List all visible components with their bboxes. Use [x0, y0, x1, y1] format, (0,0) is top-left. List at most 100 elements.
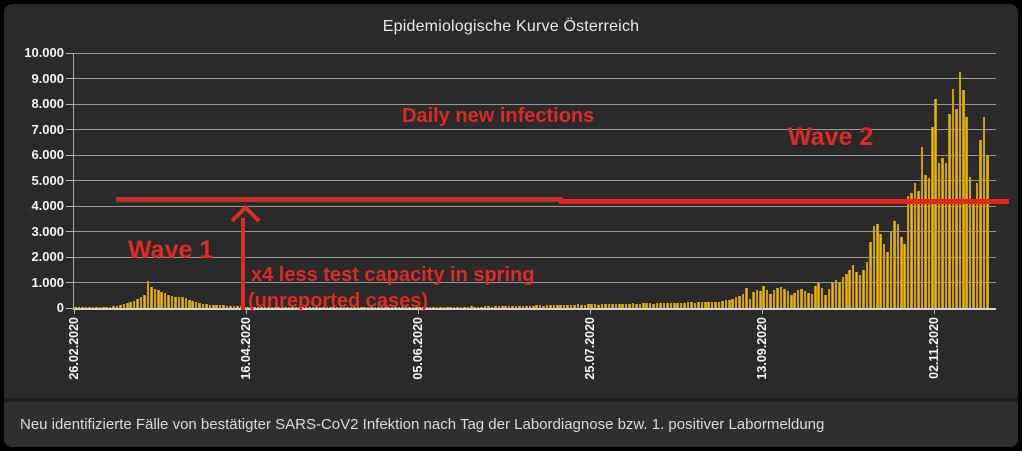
bar	[714, 301, 717, 308]
bar	[215, 305, 219, 308]
bar	[710, 301, 714, 308]
bar	[913, 183, 917, 308]
bar	[968, 176, 972, 308]
up-arrow-head-icon	[230, 204, 260, 235]
bar	[218, 304, 222, 308]
bar	[236, 306, 239, 308]
bar	[315, 307, 318, 308]
x-tick-label: 02.11.2020	[927, 317, 941, 379]
bar	[483, 306, 487, 308]
bar	[545, 305, 549, 308]
gridline	[74, 154, 996, 156]
bar	[415, 306, 418, 308]
bar	[373, 307, 377, 308]
bar	[184, 298, 188, 308]
bar	[411, 307, 415, 308]
bar	[600, 304, 604, 308]
bar	[198, 302, 201, 308]
y-tick-label: 1.000	[31, 274, 64, 290]
bar	[666, 303, 669, 308]
y-tick-label: 6.000	[31, 147, 64, 162]
bar	[366, 307, 370, 308]
bar	[931, 126, 934, 308]
bar	[346, 307, 349, 308]
reference-line-right-segment	[559, 199, 1009, 204]
bar	[955, 109, 958, 308]
bar	[875, 223, 879, 308]
bar	[463, 306, 466, 308]
bar	[143, 294, 146, 308]
y-tick	[66, 154, 74, 156]
bar	[267, 307, 270, 308]
bar	[535, 305, 538, 308]
bar	[466, 306, 470, 308]
bar	[163, 293, 167, 308]
bar	[673, 302, 676, 308]
bar	[937, 162, 941, 308]
bar	[129, 302, 133, 308]
y-tick	[66, 180, 74, 181]
bar	[335, 307, 339, 308]
bar	[893, 221, 896, 308]
bar	[174, 297, 177, 308]
bar	[562, 304, 566, 308]
bar	[538, 305, 542, 308]
bar	[800, 288, 803, 308]
caption-text: Neu identifizierte Fälle von bestätigter…	[20, 416, 825, 433]
bar	[160, 291, 163, 308]
bar	[456, 306, 459, 308]
bar	[504, 306, 507, 308]
bar	[652, 303, 655, 308]
bar	[941, 157, 944, 308]
bar	[745, 287, 748, 308]
y-tick-label: 2.000	[31, 249, 64, 264]
bar	[349, 307, 353, 308]
x-tick	[762, 308, 763, 314]
bar	[308, 307, 311, 308]
bar	[101, 307, 105, 308]
bar	[356, 307, 360, 308]
bar	[848, 269, 851, 308]
bar	[573, 304, 576, 308]
bar	[872, 226, 876, 308]
bar	[831, 282, 834, 308]
chart-title: Epidemiologische Kurve Österreich	[382, 18, 640, 35]
bar	[256, 307, 260, 308]
bar	[590, 304, 593, 308]
bar	[528, 305, 532, 308]
bar	[648, 303, 652, 308]
bar	[631, 303, 635, 308]
bar	[597, 304, 600, 308]
bar	[659, 302, 662, 308]
bar	[98, 307, 102, 308]
bar	[332, 307, 335, 308]
bar	[917, 190, 920, 308]
bar	[74, 307, 77, 308]
bar	[906, 195, 910, 308]
bar	[342, 307, 346, 308]
bar	[521, 305, 525, 308]
bar	[786, 291, 790, 308]
bar	[146, 281, 150, 308]
up-arrow-shaft	[240, 218, 246, 310]
bar	[408, 307, 411, 308]
bar	[635, 303, 638, 308]
bar	[425, 306, 428, 308]
bar	[473, 306, 477, 308]
bar	[476, 306, 480, 308]
bar	[679, 303, 683, 308]
y-tick	[66, 129, 74, 130]
bar	[593, 304, 597, 308]
bar	[91, 307, 95, 308]
bar	[621, 303, 624, 308]
bar	[927, 177, 931, 308]
bar	[119, 305, 122, 308]
bar	[294, 307, 298, 308]
bar	[229, 305, 232, 308]
bar	[783, 288, 786, 308]
bar	[607, 304, 611, 308]
bar	[769, 293, 772, 308]
bar	[583, 304, 587, 308]
bar	[108, 306, 112, 308]
bar	[717, 301, 721, 308]
